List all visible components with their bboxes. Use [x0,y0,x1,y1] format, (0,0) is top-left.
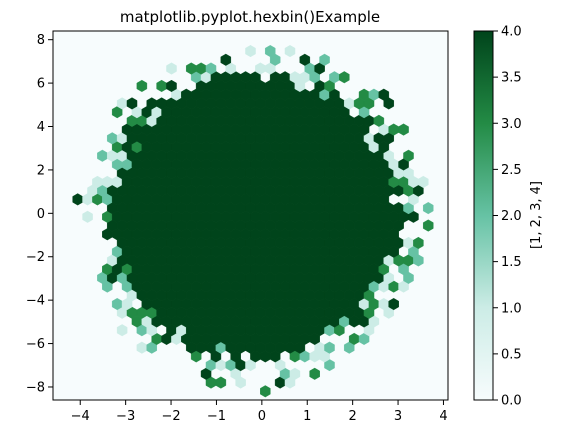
hexbin-cell [245,45,256,58]
hexbin-cell [289,367,301,380]
hexbin-cell [423,219,434,232]
colorbar-tick-label: 3.0 [501,117,522,132]
colorbar: 0.0 0.5 1.0 1.5 2.0 2.5 3.0 3.5 4.0 [1, 2, 3, 4] [473,25,544,409]
hexbin-cell [378,88,390,101]
hexbin-cell [373,114,385,127]
x-tick-label: −2 [161,409,180,424]
chart-title: matplotlib.pyplot.hexbin()Example [120,8,380,26]
colorbar-ticks: 0.0 0.5 1.0 1.5 2.0 2.5 3.0 3.5 4.0 [493,25,522,409]
hexbin-cell [299,53,311,66]
y-tick-label: −8 [26,380,45,395]
hexbin-cell [398,123,409,136]
x-tick-label: 3 [394,409,402,424]
colorbar-tick-label: 4.0 [501,25,522,40]
colorbar-tick-label: 2.5 [501,163,522,178]
hexbin-cell [339,71,350,84]
y-tick-label: 6 [37,77,45,92]
y-tick-label: 0 [37,207,45,222]
y-tick-label: −6 [26,337,45,352]
hexbin-cell [116,324,128,337]
hexbin-cell [388,297,399,311]
hexbin-cell [413,236,424,250]
colorbar-tick-label: 0.5 [501,347,522,362]
x-tick-label: −3 [116,409,135,424]
hexbin-cell [319,53,330,66]
hexbin-cell [136,79,148,93]
colorbar-gradient [473,30,494,401]
hexbin-cell [423,202,434,215]
hexbin-cell [418,175,429,188]
colorbar-tick-label: 3.5 [501,71,522,86]
hexbin-cell [215,376,227,389]
hexbin-cells [72,45,434,398]
hexbin-cell [309,367,320,380]
y-tick-label: 4 [37,120,45,135]
x-tick-label: 1 [303,409,311,424]
y-tick-label: 2 [37,163,45,178]
y-tick-label: 8 [37,33,45,48]
x-tick-label: 0 [258,409,266,424]
x-tick-label: −1 [207,409,226,424]
hexbin-cell [260,385,271,398]
hexbin-cell [126,97,138,110]
hexbin-cell [205,62,217,75]
plot-area [52,30,449,401]
x-tick-label: 4 [439,409,447,424]
colorbar-tick-label: 0.0 [501,394,522,409]
colorbar-tick-label: 1.0 [501,301,522,316]
colorbar-tick-label: 2.0 [501,209,522,224]
hexbin-cell [403,149,414,162]
hexbin-cell [284,45,296,58]
hexbin-cell [166,62,177,75]
x-tick-label: 2 [349,409,357,424]
y-axis: −8 −6 −4 −2 0 2 4 6 8 [26,33,53,395]
x-tick-label: −4 [71,409,90,424]
hexbin-cell [265,45,276,58]
colorbar-label: [1, 2, 3, 4] [529,181,544,249]
x-axis: −4 −3 −2 −1 0 1 2 3 4 [71,400,448,424]
hexbin-cell [82,210,93,223]
colorbar-tick-label: 1.5 [501,255,522,270]
y-tick-label: −2 [26,250,45,265]
hexbin-cell [324,341,335,354]
hexbin-cell [166,79,177,93]
plot-frame [52,30,449,401]
hexbin-cell [220,53,232,66]
y-tick-label: −4 [26,294,45,309]
